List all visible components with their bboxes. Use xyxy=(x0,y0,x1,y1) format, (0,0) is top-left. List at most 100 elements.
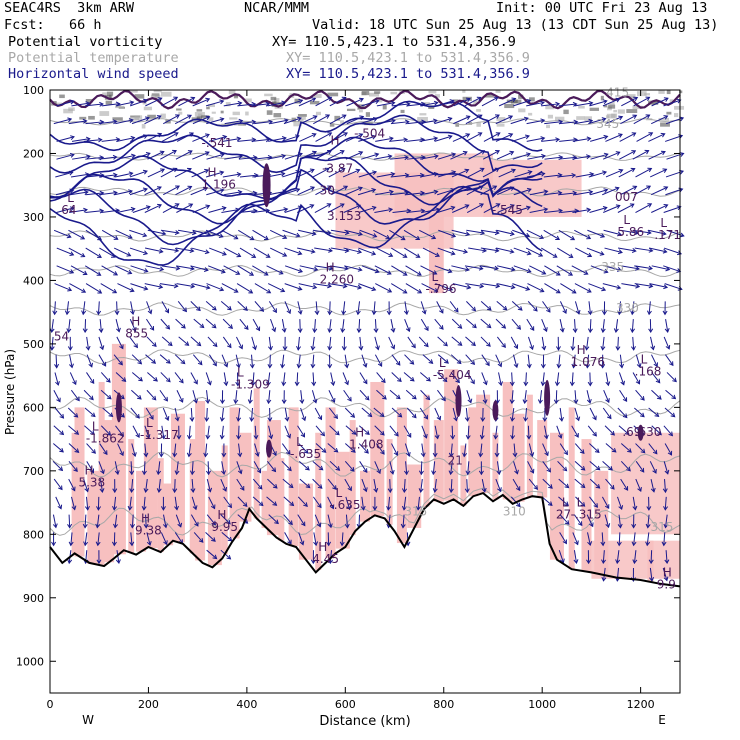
wind-vector xyxy=(83,478,89,492)
wind-vector xyxy=(129,99,148,107)
wind-vector-head xyxy=(112,488,118,494)
wind-vector-head xyxy=(176,435,182,440)
wind-vector xyxy=(68,425,79,435)
wind-vector xyxy=(83,389,94,400)
wind-vector-head xyxy=(513,363,519,369)
wind-vector-head xyxy=(575,416,581,422)
wind-vector-head xyxy=(111,541,117,547)
wind-vector xyxy=(160,318,170,330)
wind-vector xyxy=(296,372,299,386)
wind-vector xyxy=(589,319,592,333)
wind-vector xyxy=(315,132,332,142)
wind-vector xyxy=(205,100,224,107)
wind-vector xyxy=(329,425,340,436)
wind-vector-head xyxy=(584,345,590,351)
wind-vector xyxy=(239,318,249,330)
wind-vector xyxy=(450,479,453,493)
wind-vector xyxy=(178,97,195,107)
y-tick-label: 900 xyxy=(23,592,44,605)
wind-vector xyxy=(618,372,625,385)
wind-vector-head xyxy=(623,486,629,491)
wind-vector xyxy=(511,372,513,386)
wind-vector xyxy=(557,174,576,178)
wind-vector xyxy=(54,301,56,315)
wind-vector-head xyxy=(135,433,140,439)
wind-vector-head xyxy=(237,100,243,106)
wind-vector xyxy=(466,203,484,213)
wind-vector-head xyxy=(663,115,669,120)
stratosphere-noise xyxy=(309,100,320,105)
wind-vector xyxy=(161,301,169,313)
wind-vector-head xyxy=(501,324,507,329)
wind-vector-head xyxy=(133,343,138,349)
wind-vector-head xyxy=(271,467,277,473)
wind-vector xyxy=(392,210,411,214)
wind-vector-head xyxy=(605,523,611,529)
wind-vector-head xyxy=(128,171,134,177)
wind-vector xyxy=(147,151,164,160)
wind-vector-head xyxy=(495,132,501,137)
wind-vector-head xyxy=(235,207,241,213)
wind-vector-head xyxy=(129,488,135,493)
wind-vector-head xyxy=(432,452,438,458)
wind-vector-head xyxy=(312,328,318,334)
wind-vector-head xyxy=(379,412,385,418)
wind-vector xyxy=(525,372,527,386)
wind-vector-head xyxy=(266,288,272,294)
wind-vector-head xyxy=(559,417,564,422)
pv-shade-streak xyxy=(335,451,350,549)
wind-vector-head xyxy=(622,397,628,403)
pv-shade-streak xyxy=(261,470,272,528)
wind-vector-head xyxy=(477,114,483,119)
theta-label: 315 xyxy=(650,520,673,534)
wind-vector-head xyxy=(300,521,306,527)
wind-vector-head xyxy=(91,449,96,454)
wind-vector xyxy=(649,461,657,474)
stratosphere-noise xyxy=(211,111,216,114)
wind-vector-head xyxy=(423,342,429,348)
wind-vector xyxy=(403,496,407,510)
wind-vector-head xyxy=(525,205,531,211)
stratosphere-noise xyxy=(315,111,321,116)
valid-time: Valid: 18 UTC Sun 25 Aug 13 (13 CDT Sun … xyxy=(312,17,719,33)
wind-vector-head xyxy=(145,205,151,211)
wind-vector xyxy=(467,372,475,384)
wind-vector-head xyxy=(539,234,545,240)
wind-vector-head xyxy=(630,328,636,334)
wind-vector xyxy=(206,407,208,422)
stratosphere-noise xyxy=(161,91,172,97)
wind-vector xyxy=(144,115,162,125)
wind-vector xyxy=(144,247,163,253)
wind-vector-head xyxy=(428,359,434,364)
wind-vector xyxy=(453,115,471,125)
wind-vector-head xyxy=(180,359,186,365)
wind-vector-head xyxy=(464,204,470,209)
wind-vector xyxy=(617,336,619,350)
wind-vector-head xyxy=(251,253,257,258)
wind-vector-head xyxy=(163,540,168,546)
wind-vector xyxy=(524,407,528,421)
wind-vector xyxy=(114,461,119,475)
wind-vector-head xyxy=(142,232,148,238)
wind-vector-head xyxy=(312,150,317,156)
wind-vector-head xyxy=(603,152,609,158)
wind-vector xyxy=(450,443,453,457)
wind-vector xyxy=(297,336,300,350)
wind-vector-head xyxy=(177,522,183,528)
wind-vector-head xyxy=(286,450,291,455)
wind-vector-head xyxy=(423,414,429,420)
wind-vector xyxy=(298,97,316,107)
wind-vector xyxy=(206,153,225,160)
wind-vector xyxy=(70,191,88,196)
wind-vector xyxy=(97,532,100,546)
wind-vector xyxy=(84,425,95,435)
wind-vector-head xyxy=(600,233,606,238)
wind-vector-head xyxy=(580,465,586,471)
wind-vector-head xyxy=(559,558,565,564)
wind-vector xyxy=(648,229,666,235)
wind-vector-head xyxy=(574,540,579,546)
wind-vector-head xyxy=(233,399,239,405)
wind-vector xyxy=(389,461,394,475)
extremum-value-label: .630 xyxy=(635,425,662,439)
wind-vector xyxy=(282,478,294,488)
